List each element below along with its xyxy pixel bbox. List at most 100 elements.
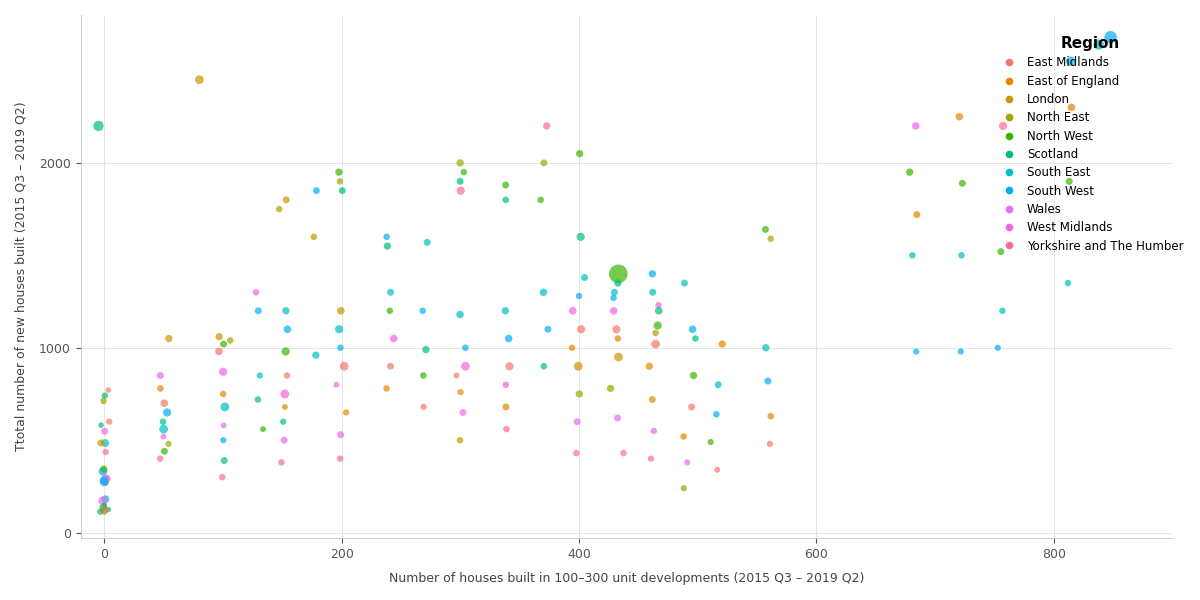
Point [569,361,588,371]
Point [94,396,113,406]
Point [89,121,108,131]
Point [499,334,518,343]
Point [756,343,775,353]
Point [96,494,115,504]
Point [418,238,437,247]
Point [154,424,173,434]
Point [648,321,667,331]
Point [1090,40,1109,49]
Point [253,424,272,434]
Point [534,361,553,371]
Point [98,505,118,514]
Point [214,436,233,445]
Point [96,478,115,487]
Point [96,447,115,457]
Point [414,371,433,380]
Point [91,438,110,448]
Point [575,273,594,283]
Point [1061,56,1080,66]
Point [761,234,780,244]
Point [331,430,350,439]
Point [571,232,590,242]
Point [570,291,589,301]
Point [1102,32,1121,42]
Point [305,232,324,242]
Point [330,454,349,463]
Point [614,448,634,458]
Point [446,371,466,380]
Point [496,195,515,205]
Point [761,439,780,449]
Point [952,251,971,260]
Point [450,310,469,319]
Point [100,417,119,427]
Point [158,439,178,449]
Point [534,287,553,297]
Point [534,158,553,167]
Point [707,410,726,419]
Y-axis label: Ttotal number of new houses built (2015 Q3 – 2019 Q2): Ttotal number of new houses built (2015 … [14,102,28,451]
Point [1058,278,1078,288]
Point [682,402,701,412]
Point [276,306,295,316]
Point [96,438,115,448]
Point [604,293,623,302]
Point [331,306,350,316]
Point [214,389,233,399]
Point [532,195,551,205]
Point [992,306,1012,316]
Point [330,325,349,334]
Point [95,500,114,510]
Point [332,186,352,196]
Point [214,421,233,430]
Point [604,306,623,316]
Point [646,328,665,338]
Point [949,112,968,121]
Point [570,149,589,158]
Point [210,347,229,356]
Point [456,361,475,371]
Point [678,458,697,467]
Point [713,339,732,349]
Point [380,287,400,297]
Point [991,247,1010,256]
Point [378,241,397,251]
Point [497,402,516,412]
Point [215,402,234,412]
Point [601,383,620,393]
Point [605,287,624,297]
Point [214,339,233,349]
Point [451,388,470,397]
Point [416,345,436,355]
Point [154,431,173,441]
Point [275,402,294,412]
Point [377,232,396,242]
Point [907,210,926,220]
Point [988,343,1007,353]
Point [97,474,116,484]
Point [96,474,115,484]
Point [571,325,590,334]
Point [608,334,628,343]
Point [456,343,475,353]
Point [377,383,396,393]
Point [455,167,474,177]
Point [276,195,295,205]
Point [649,306,668,316]
Point [674,484,694,493]
Point [212,472,232,482]
Point [380,361,400,371]
Point [496,380,515,389]
Point [683,325,702,334]
Point [95,506,114,515]
Point [644,426,664,436]
Point [330,176,349,186]
Point [708,465,727,475]
Point [157,407,176,417]
Point [276,347,295,356]
Point [413,306,432,316]
Point [210,332,229,341]
Point [953,178,972,188]
Point [94,502,113,512]
Point [91,421,110,430]
